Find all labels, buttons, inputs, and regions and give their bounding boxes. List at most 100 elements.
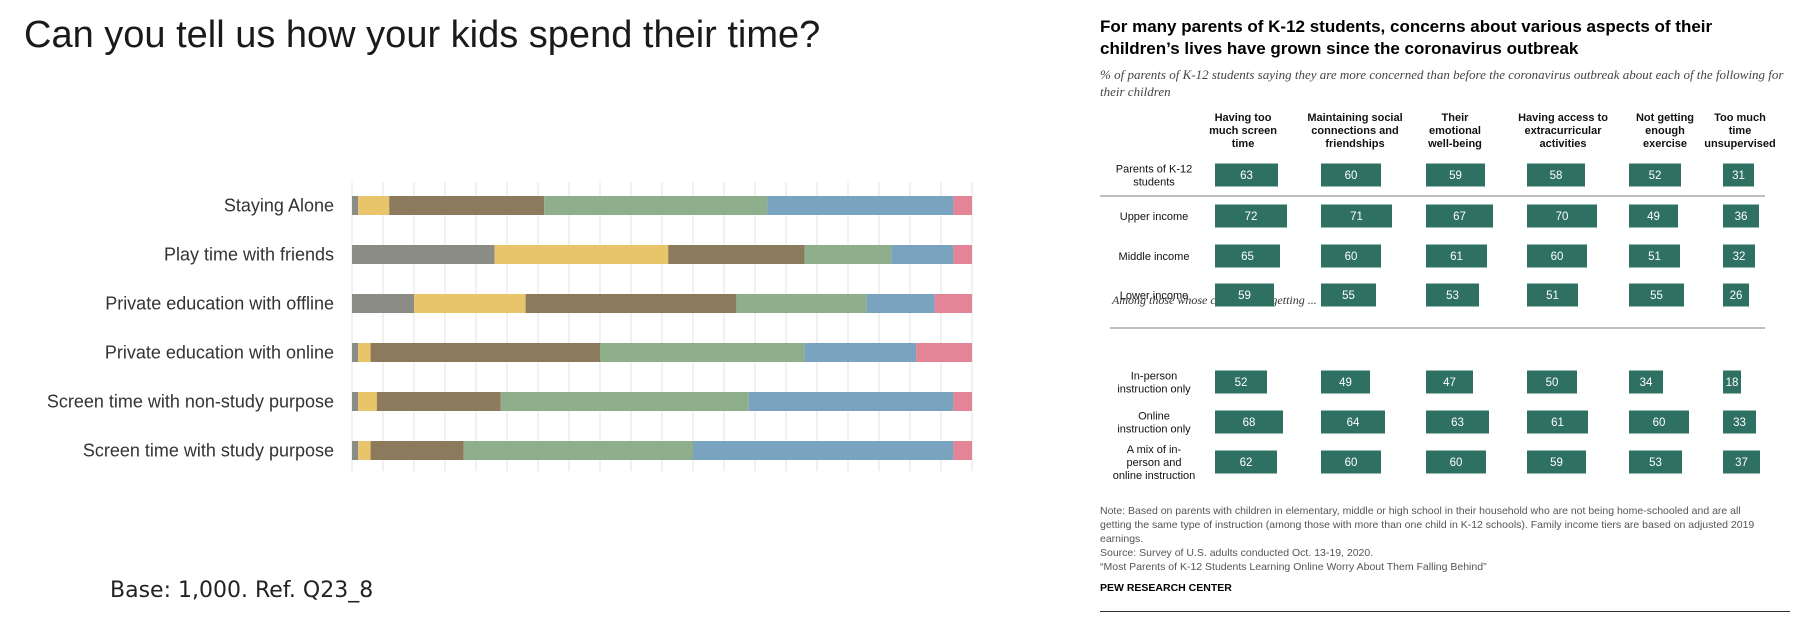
value-label: 52: [1649, 170, 1662, 182]
bar-segment: [463, 441, 693, 460]
note-line: getting the same type of instruction (am…: [1100, 519, 1755, 531]
value-label: 71: [1350, 211, 1363, 223]
value-label: 59: [1550, 457, 1563, 469]
value-bar: [1426, 163, 1485, 187]
bar-segment: [668, 245, 805, 264]
column-header: Maintaining social: [1307, 112, 1402, 124]
category-label: Screen time with study purpose: [83, 441, 334, 461]
value-label: 18: [1726, 377, 1739, 389]
row-label: Online: [1138, 411, 1170, 423]
value-label: 26: [1730, 290, 1743, 302]
value-bar: [1629, 450, 1682, 474]
column-header: friendships: [1325, 138, 1384, 150]
bar-segment: [352, 441, 359, 460]
brand-label: PEW RESEARCH CENTER: [1100, 582, 1232, 594]
bar-segment: [953, 441, 972, 460]
value-label: 61: [1450, 251, 1463, 263]
row-label: Lower income: [1120, 290, 1188, 302]
bar-segment: [370, 441, 464, 460]
row-label: instruction only: [1117, 424, 1191, 436]
value-bar: [1426, 244, 1487, 268]
value-bar: [1426, 450, 1486, 474]
value-bar: [1215, 283, 1274, 307]
row-label: instruction only: [1117, 384, 1191, 396]
value-label: 49: [1647, 211, 1660, 223]
value-bar: [1723, 410, 1756, 434]
note-line: earnings.: [1100, 533, 1144, 545]
value-bar: [1426, 204, 1493, 228]
bar-segment: [804, 245, 892, 264]
bar-segment: [370, 343, 600, 362]
value-bar: [1527, 204, 1597, 228]
value-label: 60: [1345, 457, 1358, 469]
value-bar: [1629, 283, 1684, 307]
column-header: activities: [1539, 138, 1586, 150]
value-bar: [1321, 370, 1370, 394]
value-bar: [1426, 410, 1489, 434]
value-label: 67: [1453, 211, 1466, 223]
value-bar: [1321, 283, 1376, 307]
bar-segment: [600, 343, 805, 362]
bar-segment: [352, 196, 359, 215]
value-label: 51: [1648, 251, 1661, 263]
column-header: unsupervised: [1704, 138, 1776, 150]
note-line: Source: Survey of U.S. adults conducted …: [1100, 547, 1374, 559]
stacked-bar-chart: Staying Alone Play time with friends Priva…: [47, 182, 973, 471]
value-bar: [1426, 283, 1479, 307]
value-bar: [1723, 450, 1760, 474]
value-bar: [1723, 163, 1754, 187]
bar-segment: [494, 245, 669, 264]
bar-segment: [376, 392, 501, 411]
bar-segment: [358, 441, 371, 460]
bar-segment: [358, 392, 377, 411]
value-bar: [1629, 370, 1663, 394]
value-label: 60: [1551, 251, 1564, 263]
value-label: 32: [1733, 251, 1746, 263]
bar-segment: [953, 196, 972, 215]
value-label: 33: [1733, 417, 1746, 429]
column-header: enough: [1645, 125, 1685, 137]
value-bar: [1629, 410, 1689, 434]
bar-segment: [500, 392, 749, 411]
column-header: connections and: [1311, 125, 1398, 137]
category-label: Private education with online: [105, 343, 334, 363]
right-chart-subtitle: % of parents of K-12 students saying the…: [1100, 67, 1784, 99]
bar-segment: [389, 196, 545, 215]
value-bar: [1723, 204, 1759, 228]
value-bar: [1215, 204, 1287, 228]
bar-segment: [953, 245, 972, 264]
value-bar: [1215, 163, 1278, 187]
value-label: 72: [1245, 211, 1258, 223]
value-bar: [1215, 370, 1267, 394]
category-label: Staying Alone: [224, 196, 334, 216]
bar-segment: [525, 294, 737, 313]
column-header: Not getting: [1636, 112, 1694, 124]
value-bar: [1527, 163, 1585, 187]
value-bar: [1321, 163, 1381, 187]
column-header: time: [1729, 125, 1752, 137]
value-label: 68: [1243, 417, 1256, 429]
left-chart-title: Can you tell us how your kids spend thei…: [24, 14, 821, 56]
value-label: 47: [1443, 377, 1456, 389]
value-bar: [1321, 410, 1385, 434]
value-label: 31: [1732, 170, 1745, 182]
right-panel: For many parents of K-12 students, conce…: [1100, 0, 1797, 617]
value-label: 55: [1342, 290, 1355, 302]
column-header: well-being: [1427, 138, 1482, 150]
row-label: Upper income: [1120, 211, 1188, 223]
row-label: online instruction: [1113, 470, 1196, 482]
value-bar: [1215, 244, 1280, 268]
column-header: Too much: [1714, 112, 1766, 124]
bar-segment: [736, 294, 867, 313]
value-bar: [1527, 370, 1577, 394]
row-label: A mix of in-: [1127, 444, 1182, 456]
note-line: Note: Based on parents with children in …: [1100, 505, 1741, 517]
column-header: Having too: [1215, 112, 1272, 124]
column-header: time: [1232, 138, 1255, 150]
bar-segment: [358, 343, 371, 362]
bar-segment: [767, 196, 954, 215]
value-bar: [1321, 450, 1381, 474]
value-bar: [1426, 370, 1473, 394]
bar-segment: [693, 441, 954, 460]
